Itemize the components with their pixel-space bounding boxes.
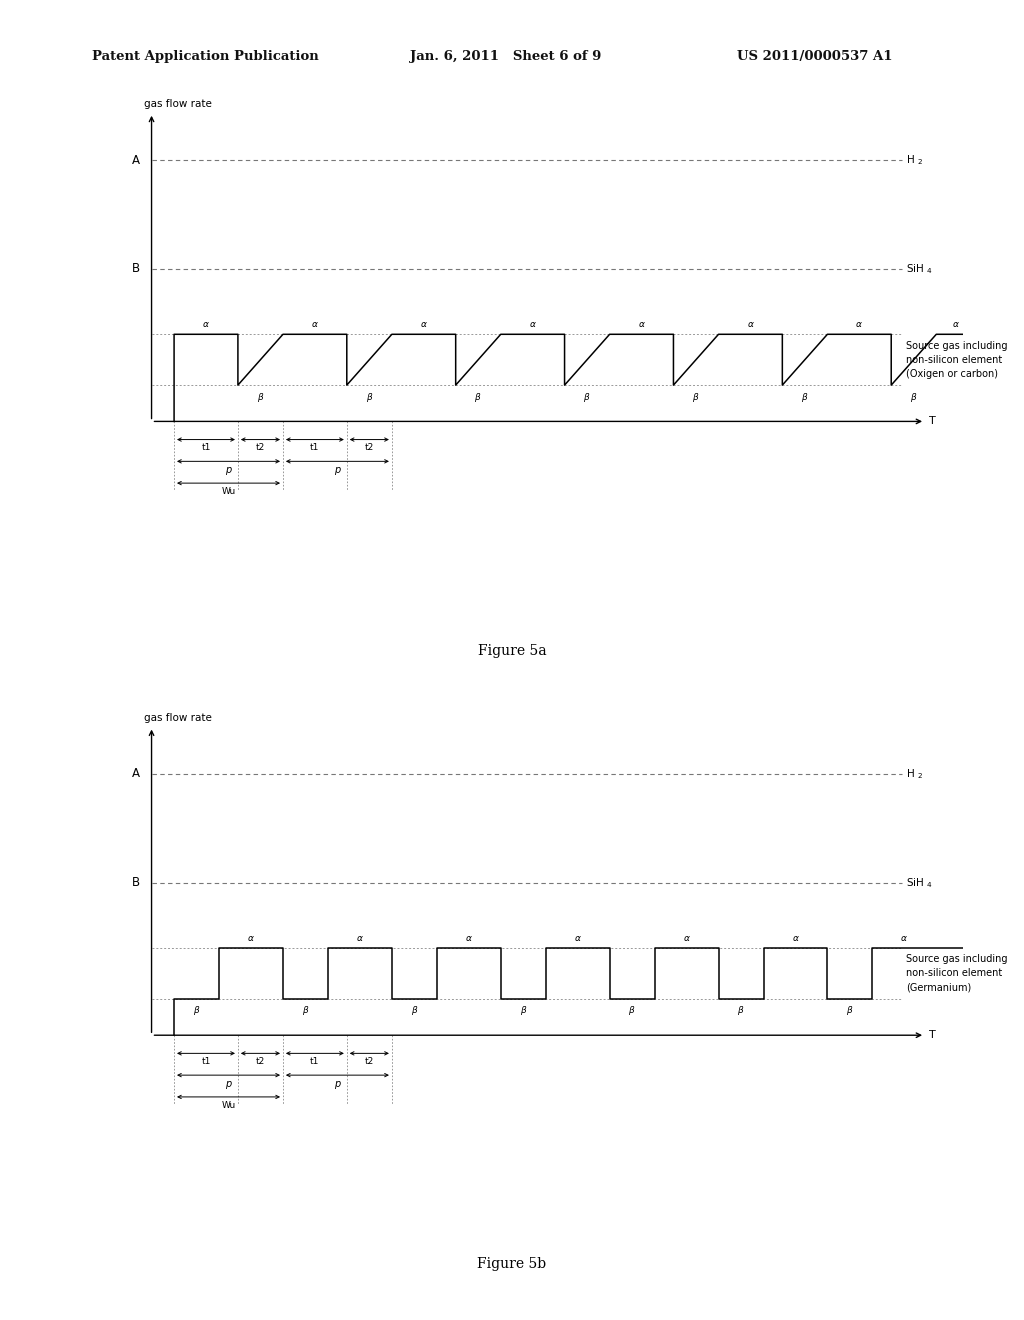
- Text: t1: t1: [310, 444, 319, 453]
- Text: $\beta$: $\beta$: [629, 1005, 636, 1018]
- Text: $\beta$: $\beta$: [801, 391, 809, 404]
- Text: $\beta$: $\beta$: [474, 391, 482, 404]
- Text: $\beta$: $\beta$: [846, 1005, 854, 1018]
- Text: $\beta$: $\beta$: [193, 1005, 201, 1018]
- Text: B: B: [132, 876, 140, 890]
- Text: $\alpha$: $\alpha$: [792, 933, 800, 942]
- Text: US 2011/0000537 A1: US 2011/0000537 A1: [737, 50, 893, 63]
- Text: $\alpha$: $\alpha$: [311, 319, 318, 329]
- Text: $\alpha$: $\alpha$: [573, 933, 582, 942]
- Text: t1: t1: [202, 444, 211, 453]
- Text: H $_{2}$: H $_{2}$: [906, 153, 924, 166]
- Text: p: p: [225, 465, 231, 475]
- Text: $\alpha$: $\alpha$: [951, 319, 959, 329]
- Text: Figure 5b: Figure 5b: [477, 1257, 547, 1271]
- Text: Source gas including
non-silicon element
(Oxigen or carbon): Source gas including non-silicon element…: [906, 341, 1008, 379]
- Text: Patent Application Publication: Patent Application Publication: [92, 50, 318, 63]
- Text: p: p: [225, 1078, 231, 1089]
- Text: $\alpha$: $\alpha$: [638, 319, 645, 329]
- Text: $\alpha$: $\alpha$: [356, 933, 364, 942]
- Text: Wu: Wu: [221, 487, 236, 496]
- Text: Jan. 6, 2011   Sheet 6 of 9: Jan. 6, 2011 Sheet 6 of 9: [410, 50, 601, 63]
- Text: gas flow rate: gas flow rate: [144, 99, 212, 110]
- Text: p: p: [334, 1078, 341, 1089]
- Text: p: p: [334, 465, 341, 475]
- Text: $\beta$: $\beta$: [411, 1005, 418, 1018]
- Text: H $_{2}$: H $_{2}$: [906, 767, 924, 780]
- Text: t2: t2: [365, 444, 374, 453]
- Text: T: T: [929, 1030, 936, 1040]
- Text: $\alpha$: $\alpha$: [683, 933, 690, 942]
- Text: gas flow rate: gas flow rate: [144, 713, 212, 723]
- Text: SiH $_{4}$: SiH $_{4}$: [906, 263, 933, 276]
- Text: Wu: Wu: [221, 1101, 236, 1110]
- Text: $\beta$: $\beta$: [584, 391, 591, 404]
- Text: $\alpha$: $\alpha$: [900, 933, 908, 942]
- Text: $\beta$: $\beta$: [302, 1005, 309, 1018]
- Text: Figure 5a: Figure 5a: [477, 644, 547, 659]
- Text: $\alpha$: $\alpha$: [528, 319, 537, 329]
- Text: t2: t2: [256, 444, 265, 453]
- Text: t1: t1: [202, 1057, 211, 1067]
- Text: SiH $_{4}$: SiH $_{4}$: [906, 876, 933, 890]
- Text: $\alpha$: $\alpha$: [420, 319, 428, 329]
- Text: A: A: [132, 767, 140, 780]
- Text: $\beta$: $\beta$: [692, 391, 699, 404]
- Text: $\alpha$: $\alpha$: [746, 319, 755, 329]
- Text: Source gas including
non-silicon element
(Germanium): Source gas including non-silicon element…: [906, 954, 1008, 993]
- Text: $\alpha$: $\alpha$: [247, 933, 255, 942]
- Text: $\beta$: $\beta$: [257, 391, 264, 404]
- Text: t2: t2: [365, 1057, 374, 1067]
- Text: A: A: [132, 153, 140, 166]
- Text: $\alpha$: $\alpha$: [465, 933, 473, 942]
- Text: t1: t1: [310, 1057, 319, 1067]
- Text: $\beta$: $\beta$: [366, 391, 373, 404]
- Text: $\beta$: $\beta$: [519, 1005, 527, 1018]
- Text: $\alpha$: $\alpha$: [855, 319, 863, 329]
- Text: $\beta$: $\beta$: [737, 1005, 744, 1018]
- Text: $\beta$: $\beta$: [910, 391, 918, 404]
- Text: $\alpha$: $\alpha$: [202, 319, 210, 329]
- Text: T: T: [929, 416, 936, 426]
- Text: B: B: [132, 263, 140, 276]
- Text: t2: t2: [256, 1057, 265, 1067]
